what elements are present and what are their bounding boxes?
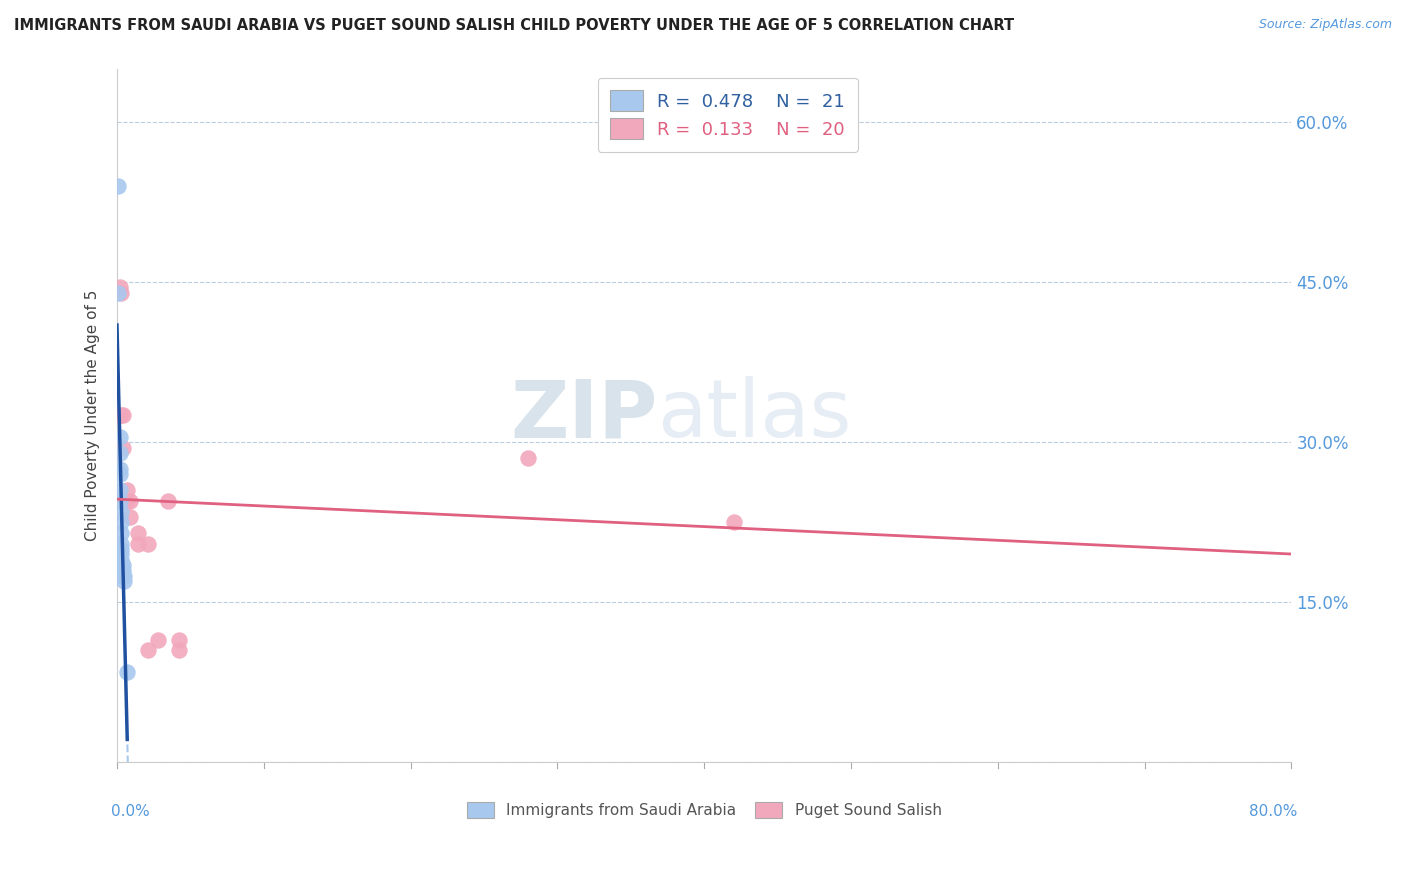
Point: [110, 515, 132, 529]
Text: IMMIGRANTS FROM SAUDI ARABIA VS PUGET SOUND SALISH CHILD POVERTY UNDER THE AGE O: IMMIGRANTS FROM SAUDI ARABIA VS PUGET SO…: [14, 18, 1014, 33]
Text: Source: ZipAtlas.com: Source: ZipAtlas.com: [1258, 18, 1392, 31]
Point: [108, 430, 131, 444]
Point: [108, 483, 131, 498]
Point: [120, 494, 142, 508]
Point: [120, 509, 142, 524]
Point: [108, 467, 131, 482]
Point: [108, 494, 131, 508]
Point: [127, 536, 149, 550]
Point: [127, 525, 149, 540]
Point: [117, 494, 139, 508]
Point: [157, 494, 180, 508]
Point: [114, 494, 136, 508]
Text: ZIP: ZIP: [510, 376, 657, 455]
Text: atlas: atlas: [657, 376, 852, 455]
Point: [146, 632, 169, 647]
Point: [110, 525, 132, 540]
Point: [108, 446, 131, 460]
Legend: Immigrants from Saudi Arabia, Puget Sound Salish: Immigrants from Saudi Arabia, Puget Soun…: [461, 796, 948, 824]
Point: [112, 568, 135, 582]
Y-axis label: Child Poverty Under the Age of 5: Child Poverty Under the Age of 5: [86, 290, 100, 541]
Point: [111, 558, 134, 572]
Point: [111, 568, 134, 582]
Point: [110, 536, 132, 550]
Point: [723, 515, 745, 529]
Point: [111, 563, 134, 577]
Point: [110, 409, 132, 423]
Point: [110, 285, 132, 300]
Point: [110, 504, 132, 518]
Text: 0.0%: 0.0%: [111, 804, 150, 819]
Point: [107, 285, 129, 300]
Point: [117, 483, 139, 498]
Point: [110, 541, 132, 556]
Text: 80.0%: 80.0%: [1249, 804, 1298, 819]
Point: [112, 574, 135, 588]
Point: [111, 409, 134, 423]
Point: [108, 280, 131, 294]
Point: [517, 451, 540, 466]
Point: [136, 536, 159, 550]
Point: [167, 632, 190, 647]
Point: [117, 665, 139, 679]
Point: [136, 643, 159, 657]
Point: [167, 643, 190, 657]
Point: [111, 441, 134, 455]
Point: [110, 552, 132, 566]
Point: [108, 462, 131, 476]
Point: [110, 547, 132, 561]
Point: [107, 178, 129, 193]
